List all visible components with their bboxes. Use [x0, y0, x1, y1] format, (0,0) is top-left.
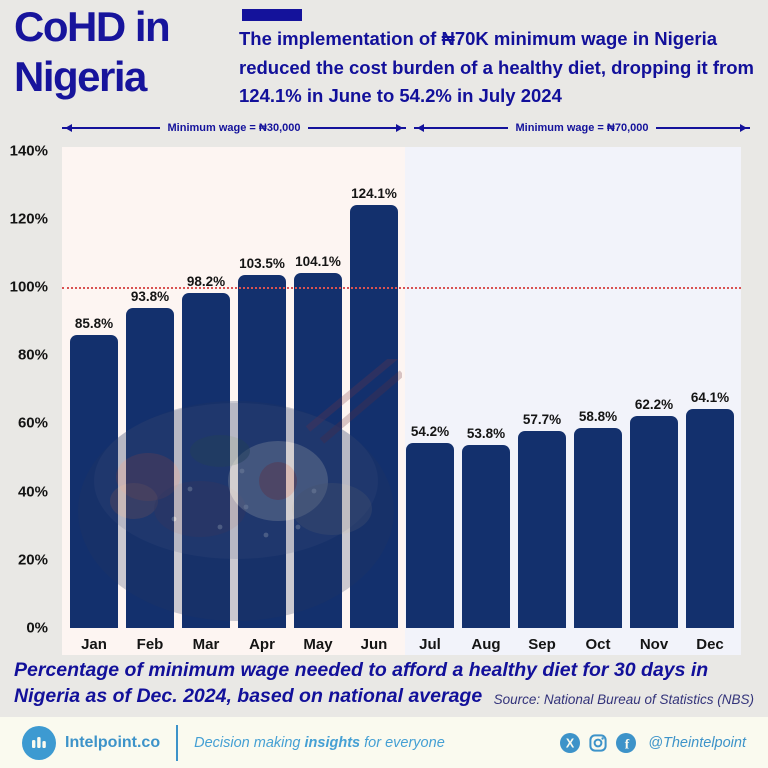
footer-bar: Intelpoint.co Decision making insights f…: [0, 717, 768, 768]
y-tick-label: 0%: [26, 619, 48, 637]
bar-value-label: 64.1%: [690, 390, 730, 406]
bar-sep: 57.7% Sep: [518, 412, 566, 653]
y-tick-label: 60%: [17, 414, 48, 432]
page-title: CoHD in Nigeria: [14, 3, 171, 101]
tagline: Decision making insights for everyone: [194, 735, 445, 751]
social-handle[interactable]: @Theintelpoint: [648, 734, 746, 751]
footer-divider: [176, 724, 179, 761]
intelpoint-logo: [22, 725, 56, 760]
annotation-min-wage-70k: Minimum wage = ₦70,000: [414, 121, 750, 135]
bar-value-label: 98.2%: [186, 274, 226, 290]
bar-oct: 58.8% Oct: [574, 409, 622, 653]
tagline-post: for everyone: [360, 734, 445, 751]
y-tick-label: 80%: [17, 346, 48, 364]
svg-text:f: f: [625, 736, 630, 751]
x-tick-label: Jun: [360, 636, 388, 653]
x-tick-label: Apr: [249, 636, 275, 653]
bar-value-label: 85.8%: [74, 316, 114, 332]
y-tick-label: 20%: [17, 551, 48, 569]
x-tick-label: Sep: [528, 636, 556, 653]
bar-jul: 54.2% Jul: [406, 424, 454, 653]
brand-name: Intelpoint.co: [65, 733, 161, 751]
bar-value-label: 124.1%: [351, 185, 397, 201]
x-tick-label: Nov: [639, 636, 669, 653]
chart-caption: Percentage of minimum wage needed to aff…: [14, 659, 709, 707]
arrow-left-segment: [414, 124, 508, 132]
social-links: X f @Theintelpoint: [560, 732, 746, 753]
bar-dec: 64.1% Dec: [686, 390, 734, 653]
y-tick-label: 40%: [17, 483, 48, 501]
x-tick-label: Jan: [81, 636, 107, 653]
x-tick-label: Feb: [136, 636, 164, 653]
annotation-min-wage-30k: Minimum wage = ₦30,000: [62, 121, 406, 135]
arrow-right-segment: [656, 124, 750, 132]
bar-jan: 85.8% Jan: [70, 316, 118, 653]
x-tick-label: Jul: [419, 636, 441, 653]
y-tick-label: 100%: [9, 278, 48, 296]
bar-value-label: 57.7%: [522, 412, 562, 428]
plot-section-30k: [62, 147, 405, 655]
x-tick-label: Mar: [192, 636, 220, 653]
x-twitter-icon[interactable]: X: [560, 732, 581, 753]
bars: 85.8% Jan 93.8% Feb 98.2% Mar 103.5% Apr 104.1% M…: [70, 147, 734, 653]
tagline-bold: insights: [304, 734, 361, 751]
svg-text:X: X: [566, 736, 575, 750]
y-tick-label: 140%: [9, 142, 48, 160]
bar-chart: 85.8% Jan 93.8% Feb 98.2% Mar 103.5% Apr 104.1% M…: [62, 147, 741, 655]
bar-value-label: 53.8%: [466, 425, 506, 441]
arrow-right-segment: [308, 124, 406, 132]
y-tick-label: 120%: [9, 210, 48, 228]
x-tick-label: May: [303, 636, 333, 653]
bar-value-label: 93.8%: [130, 289, 170, 305]
tagline-pre: Decision making: [194, 734, 305, 751]
accent-bar: [242, 9, 302, 21]
reference-line-100pct: [62, 287, 741, 289]
bar-value-label: 62.2%: [634, 396, 674, 412]
annotation-label: Minimum wage = ₦30,000: [167, 122, 301, 134]
bar-value-label: 104.1%: [295, 254, 341, 270]
x-tick-label: Dec: [696, 636, 724, 653]
bar-value-label: 103.5%: [239, 256, 285, 272]
bar-jun: 124.1% Jun: [350, 186, 398, 653]
subtitle: The implementation of ₦70K minimum wage …: [239, 28, 754, 107]
bar-apr: 103.5% Apr: [238, 256, 286, 653]
bar-may: 104.1% May: [294, 254, 342, 653]
annotation-label: Minimum wage = ₦70,000: [515, 122, 649, 134]
arrow-left-segment: [62, 124, 160, 132]
source-note: Source: National Bureau of Statistics (N…: [493, 692, 754, 707]
facebook-icon[interactable]: f: [616, 732, 637, 753]
bar-nov: 62.2% Nov: [630, 397, 678, 653]
bar-aug: 53.8% Aug: [462, 426, 510, 653]
bar-value-label: 54.2%: [410, 424, 450, 440]
bar-chart-logo-icon: [32, 736, 46, 748]
bar-feb: 93.8% Feb: [126, 289, 174, 653]
instagram-icon[interactable]: [588, 733, 608, 753]
plot-section-70k: [405, 147, 741, 655]
bar-mar: 98.2% Mar: [182, 274, 230, 653]
x-tick-label: Oct: [585, 636, 611, 653]
x-tick-label: Aug: [471, 636, 501, 653]
bar-value-label: 58.8%: [578, 408, 618, 424]
y-axis: 140% 120% 100% 80% 60% 40% 20% 0%: [0, 142, 56, 655]
